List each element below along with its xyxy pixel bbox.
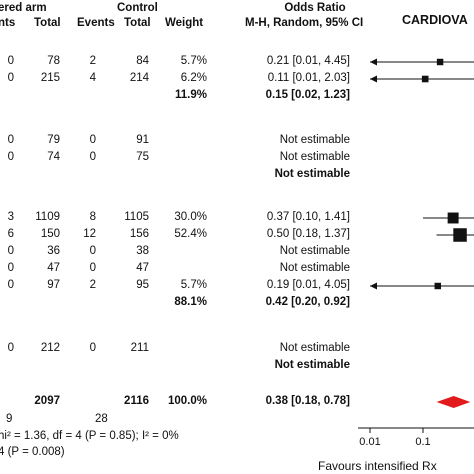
study-marker — [447, 212, 459, 224]
cell-e1: 0 — [7, 342, 14, 354]
cell-w: 100.0% — [167, 395, 207, 407]
cell-e1: 0 — [7, 151, 14, 163]
cell-e2: 2 — [89, 55, 96, 67]
cell-t2: 95 — [136, 279, 149, 291]
cell-e1: 3 — [7, 211, 14, 223]
cell-t1: 74 — [47, 151, 60, 163]
cell-e2: 0 — [89, 262, 96, 274]
cell-ci: 0.11 [0.01, 2.03] — [267, 72, 350, 84]
heterogeneity-text: hi² = 1.36, df = 4 (P = 0.85); I² = 0% — [0, 430, 179, 442]
cell-ci: 0.42 [0.20, 0.92] — [265, 296, 350, 308]
col-header-or-method: M-H, Random, 95% CI — [245, 17, 364, 29]
cell-w: 5.7% — [180, 55, 207, 67]
total-events-1: 9 — [6, 413, 13, 425]
x-tick-label: 0.1 — [415, 436, 430, 448]
cell-w: 5.7% — [180, 279, 207, 291]
study-marker — [421, 75, 429, 83]
cell-e2: 4 — [89, 72, 96, 84]
cell-ci: 0.37 [0.10, 1.41] — [266, 211, 350, 223]
cell-t2: 1105 — [124, 211, 149, 223]
col-header-weight: Weight — [165, 17, 204, 29]
group-header-intervention: ered arm — [0, 2, 47, 14]
cell-w: 30.0% — [174, 211, 207, 223]
cell-e1: 0 — [7, 262, 14, 274]
cell-e1: 0 — [7, 72, 14, 84]
cell-t1: 79 — [47, 134, 60, 146]
cell-ci: Not estimable — [279, 134, 350, 146]
x-tick-label: 0.01 — [359, 436, 380, 448]
cell-e2: 8 — [89, 211, 96, 223]
col-header-total-2: Total — [124, 17, 151, 29]
cell-ci: Not estimable — [274, 168, 350, 180]
plot-title: CARDIOVA — [402, 13, 468, 27]
cell-e2: 0 — [89, 134, 96, 146]
cell-ci: 0.50 [0.18, 1.37] — [266, 228, 350, 240]
cell-t2: 47 — [136, 262, 149, 274]
cell-ci: Not estimable — [279, 245, 350, 257]
ci-arrow-left — [370, 75, 377, 83]
col-header-events-2: Events — [77, 17, 115, 29]
ci-arrow-left — [370, 58, 377, 66]
cell-w: 11.9% — [175, 89, 207, 101]
cell-t2: 84 — [136, 55, 149, 67]
cell-t1: 215 — [40, 72, 60, 84]
cell-t2: 75 — [136, 151, 149, 163]
cell-ci: Not estimable — [274, 359, 350, 371]
cell-t2: 38 — [136, 245, 149, 257]
cell-t2: 156 — [129, 228, 149, 240]
cell-t1: 2097 — [34, 395, 60, 407]
cell-e2: 2 — [89, 279, 96, 291]
study-marker — [434, 282, 442, 290]
cell-w: 88.1% — [174, 296, 207, 308]
cell-t1: 212 — [40, 342, 60, 354]
study-marker — [436, 58, 444, 66]
cell-ci: 0.19 [0.01, 4.05] — [266, 279, 350, 291]
cell-e2: 0 — [89, 151, 96, 163]
overall-diamond — [436, 396, 471, 408]
cell-e1: 0 — [7, 55, 14, 67]
cell-e1: 0 — [7, 279, 14, 291]
cell-t1: 36 — [47, 245, 60, 257]
col-header-or-title: Odds Ratio — [284, 2, 346, 14]
cell-ci: Not estimable — [279, 151, 350, 163]
col-header-events-1: nts — [0, 17, 16, 29]
cell-e2: 0 — [89, 342, 96, 354]
cell-e2: 12 — [83, 228, 96, 240]
cell-t1: 78 — [47, 55, 60, 67]
cell-t2: 214 — [129, 72, 149, 84]
ci-arrow-left — [370, 282, 377, 290]
cell-e2: 0 — [89, 245, 96, 257]
study-marker — [453, 228, 467, 242]
cell-ci: Not estimable — [279, 342, 350, 354]
favours-label: Favours intensified Rx — [318, 459, 437, 473]
cell-t1: 1109 — [35, 211, 60, 223]
cell-e1: 0 — [7, 245, 14, 257]
cell-t1: 97 — [47, 279, 60, 291]
cell-ci: 0.15 [0.02, 1.23] — [265, 89, 350, 101]
cell-e1: 6 — [7, 228, 14, 240]
cell-t2: 211 — [130, 342, 149, 354]
total-events-2: 28 — [95, 413, 108, 425]
col-header-total-1: Total — [34, 17, 61, 29]
cell-w: 6.2% — [180, 72, 207, 84]
cell-ci: 0.38 [0.18, 0.78] — [265, 395, 350, 407]
group-header-control: Control — [117, 2, 158, 14]
cell-ci: 0.21 [0.01, 4.45] — [266, 55, 350, 67]
cell-t2: 2116 — [124, 395, 149, 407]
cell-ci: Not estimable — [279, 262, 350, 274]
overall-effect-text: 4 (P = 0.008) — [0, 446, 65, 458]
cell-t2: 91 — [136, 134, 149, 146]
cell-e1: 0 — [7, 134, 14, 146]
cell-t1: 47 — [47, 262, 60, 274]
cell-t1: 150 — [40, 228, 60, 240]
cell-w: 52.4% — [174, 228, 207, 240]
